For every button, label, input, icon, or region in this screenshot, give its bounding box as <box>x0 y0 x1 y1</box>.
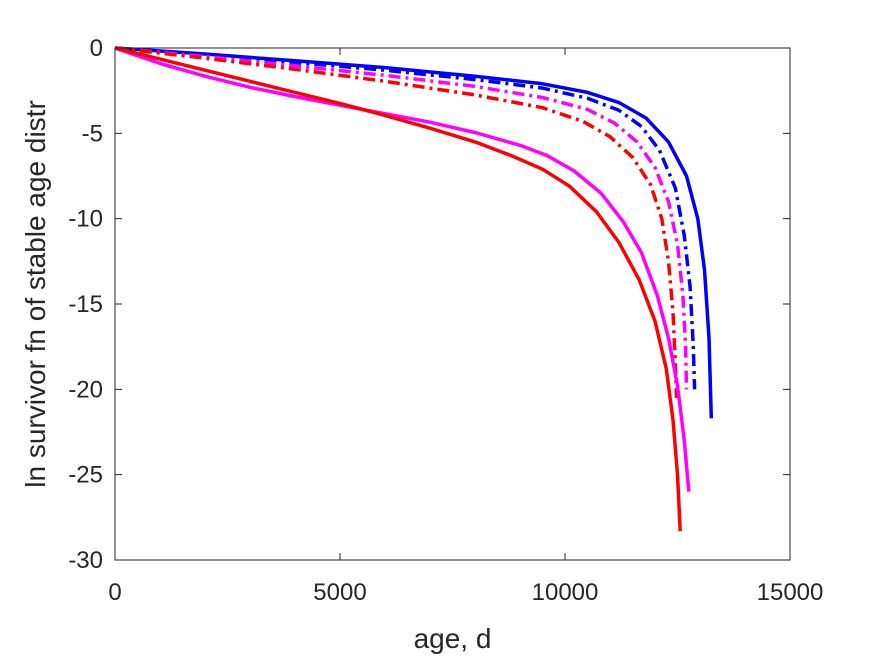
series-line-3 <box>114 46 689 390</box>
series-layer <box>114 46 714 532</box>
series-line-1 <box>114 46 714 419</box>
y-tick-label: 0 <box>90 35 103 62</box>
x-tick-label: 0 <box>108 579 121 606</box>
x-axis-label: age, d <box>414 623 492 654</box>
x-tick-label: 15000 <box>757 579 824 606</box>
y-tick-label: -30 <box>68 547 103 574</box>
y-tick-label: -25 <box>68 462 103 489</box>
y-tick-label: -5 <box>82 120 103 147</box>
x-tick-label: 10000 <box>532 579 599 606</box>
y-tick-label: -10 <box>68 206 103 233</box>
series-line-5 <box>114 46 691 492</box>
y-tick-label: -15 <box>68 291 103 318</box>
y-tick-label: -20 <box>68 376 103 403</box>
ticks-layer: 0 5000 10000 15000 0 -5 -10 -15 -20 -25 -30 <box>68 35 823 606</box>
y-axis-label: ln survivor fn of stable age distr <box>20 100 51 488</box>
series-line-2 <box>114 46 697 390</box>
series-line-6 <box>114 46 682 532</box>
series-line-4 <box>114 46 679 398</box>
x-tick-label: 5000 <box>313 579 366 606</box>
